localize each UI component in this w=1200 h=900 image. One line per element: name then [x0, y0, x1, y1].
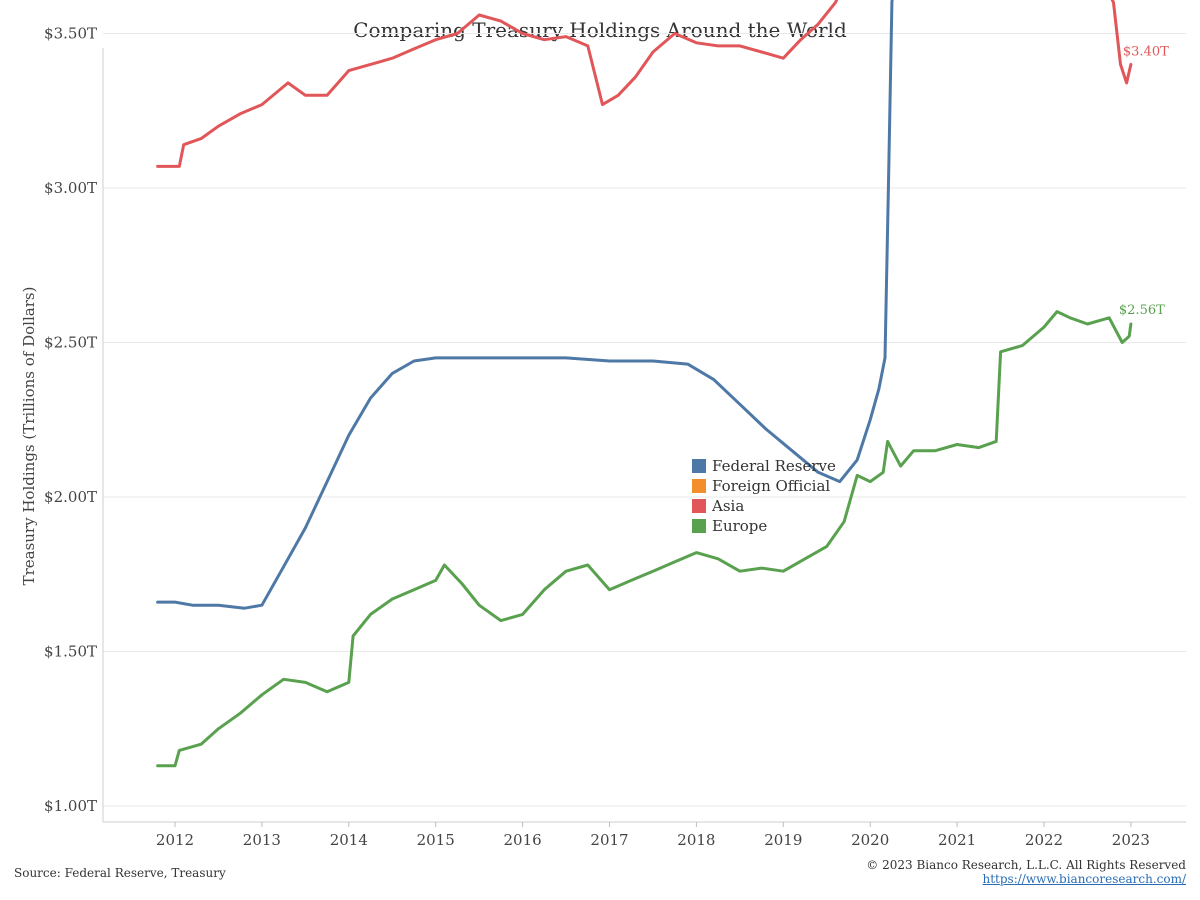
- legend-swatch-foreign-official: [692, 479, 706, 493]
- copyright-text: © 2023 Bianco Research, L.L.C. All Right…: [866, 858, 1186, 872]
- x-tick-label: 2018: [677, 831, 715, 849]
- end-label-asia: $3.40T: [1123, 44, 1169, 59]
- x-tick-label: 2016: [504, 831, 542, 849]
- y-tick-label: $2.50T: [44, 334, 97, 352]
- x-tick-label: 2014: [330, 831, 368, 849]
- axes: [102, 48, 1186, 827]
- legend-swatch-federal-reserve: [692, 459, 706, 473]
- end-label-europe: $2.56T: [1119, 303, 1165, 318]
- legend-swatch-asia: [692, 499, 706, 513]
- y-tick-label: $1.50T: [44, 643, 97, 661]
- legend-label-federal-reserve: Federal Reserve: [712, 457, 836, 475]
- y-tick-labels: $1.00T$1.50T$2.00T$2.50T$3.00T$3.50T$4.0…: [44, 25, 97, 816]
- source-note: Source: Federal Reserve, Treasury: [14, 866, 226, 880]
- legend-label-foreign-official: Foreign Official: [712, 477, 830, 495]
- y-tick-label: $2.00T: [44, 488, 97, 506]
- x-tick-label: 2012: [156, 831, 194, 849]
- series-line-europe: [156, 310, 1133, 768]
- chart-title: Comparing Treasury Holdings Around the W…: [353, 18, 847, 42]
- x-tick-label: 2013: [243, 831, 281, 849]
- website-link[interactable]: https://www.biancoresearch.com/: [982, 872, 1186, 886]
- legend-swatch-europe: [692, 519, 706, 533]
- x-tick-label: 2019: [764, 831, 802, 849]
- legend[interactable]: Federal Reserve Foreign Official Asia Europ…: [692, 457, 836, 535]
- x-tick-label: 2022: [1025, 831, 1063, 849]
- y-tick-label: $3.50T: [44, 25, 97, 43]
- series-lines: [156, 0, 1133, 768]
- y-tick-label: $1.00T: [44, 797, 97, 815]
- series-line-asia: [156, 0, 1133, 168]
- y-axis-label: Treasury Holdings (Trillions of Dollars): [20, 287, 38, 586]
- copyright-block: © 2023 Bianco Research, L.L.C. All Right…: [866, 858, 1186, 886]
- x-tick-label: 2015: [417, 831, 455, 849]
- end-labels: $5.33T$3.65T$3.40T$2.56T: [1119, 44, 1169, 318]
- series-line-federal-reserve: [156, 0, 894, 610]
- x-tick-labels: 2012 2013 2014 2015 2016 2017 2018 2019 2020 2021…: [156, 831, 1150, 849]
- legend-label-europe: Europe: [712, 517, 767, 535]
- legend-label-asia: Asia: [711, 497, 744, 515]
- x-tick-label: 2021: [938, 831, 976, 849]
- x-tick-label: 2023: [1112, 831, 1150, 849]
- x-tick-label: 2017: [590, 831, 628, 849]
- gridlines: [103, 33, 1186, 807]
- x-tick-label: 2020: [851, 831, 889, 849]
- y-tick-label: $3.00T: [44, 179, 97, 197]
